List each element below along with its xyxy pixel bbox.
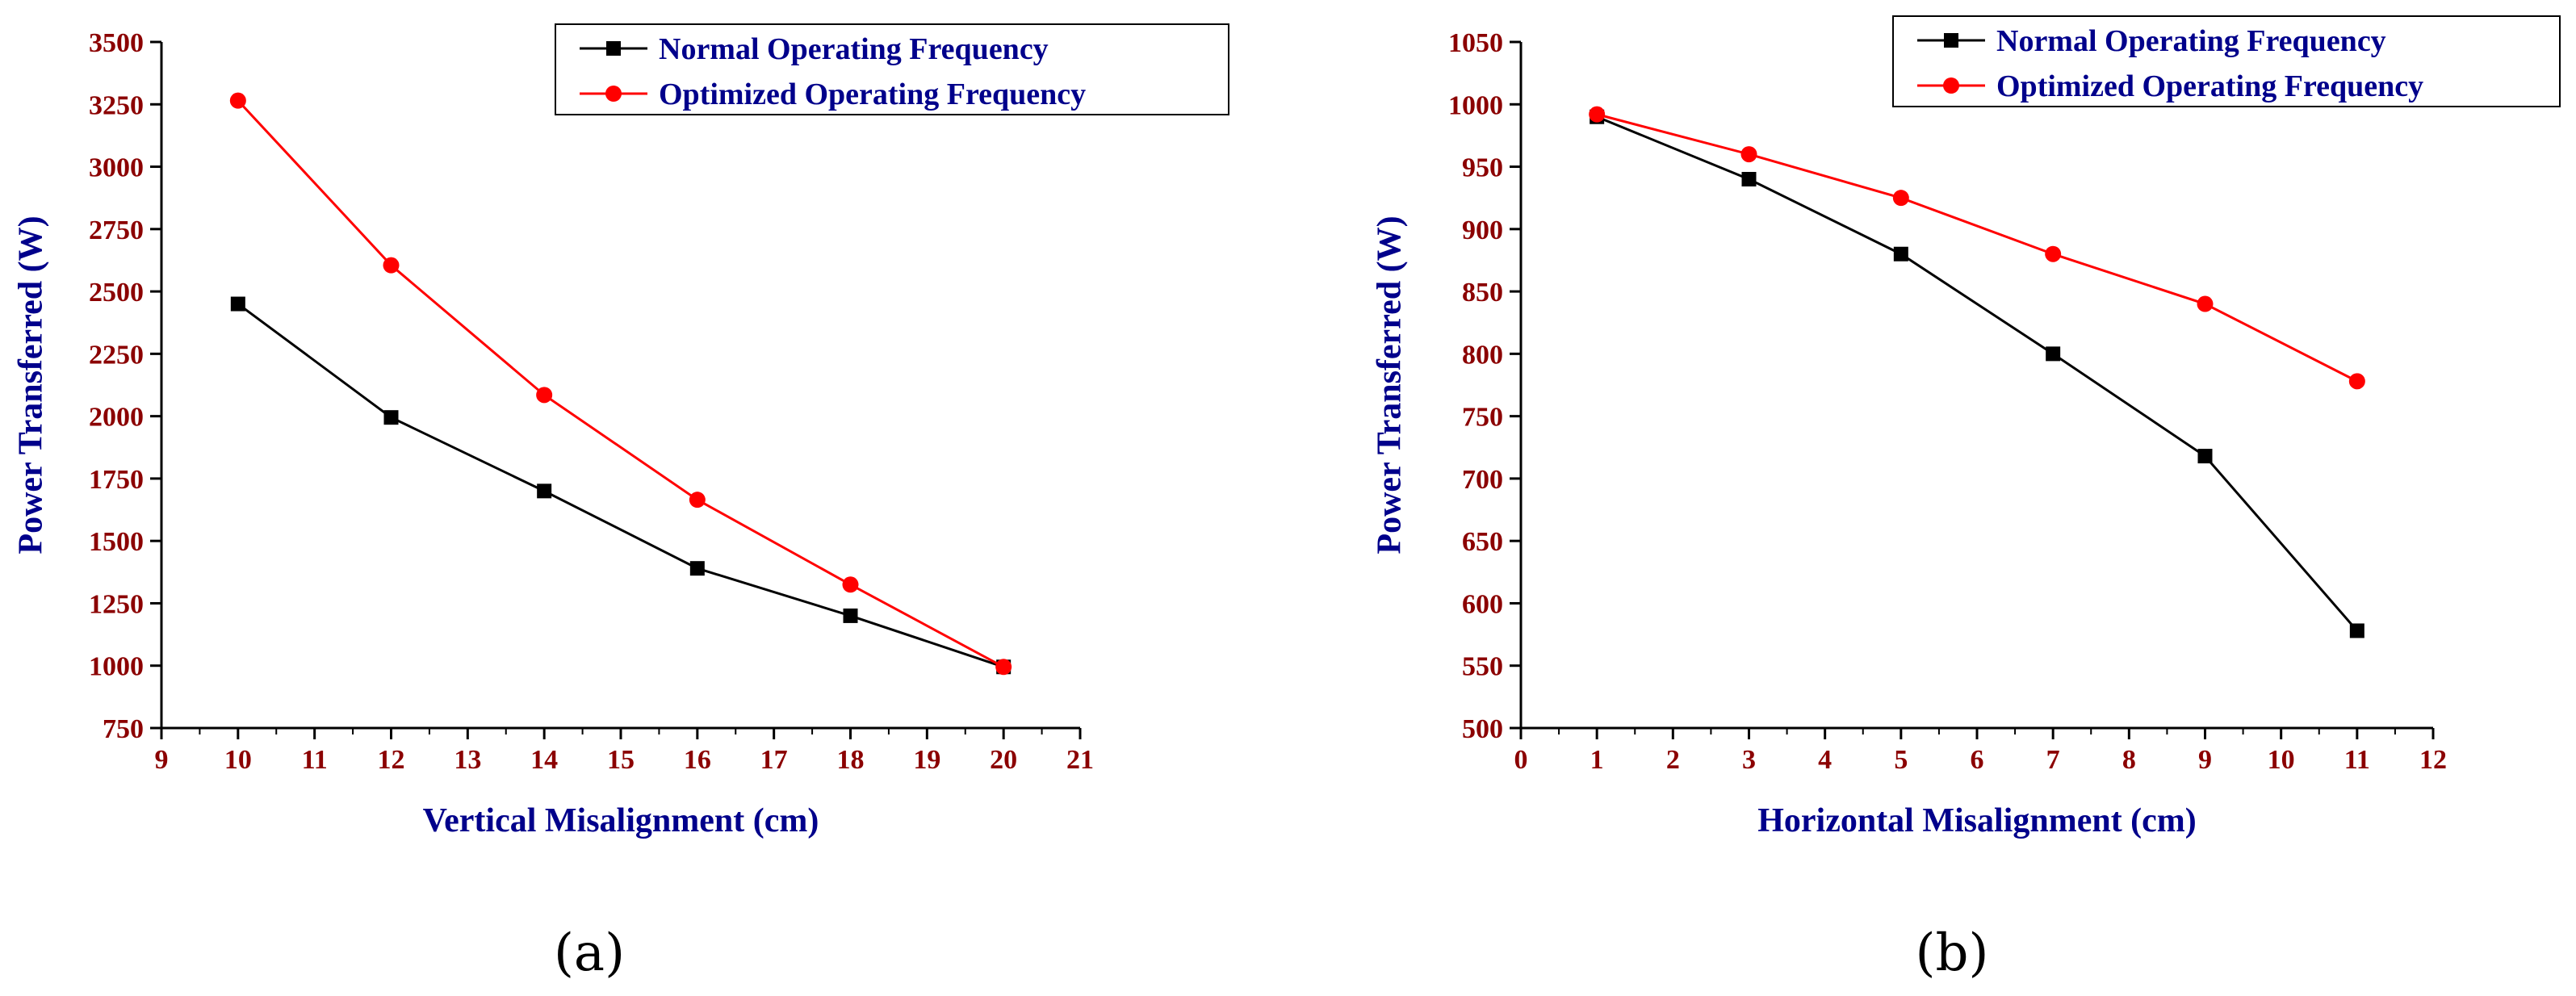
y-tick-label: 1000 xyxy=(1448,90,1503,120)
data-point-circle xyxy=(689,492,706,508)
legend-marker-square xyxy=(606,41,621,56)
legend-label: Optimized Operating Frequency xyxy=(1996,69,2423,103)
x-tick-label: 19 xyxy=(913,745,940,775)
x-tick-label: 0 xyxy=(1514,745,1528,775)
data-point-square xyxy=(383,410,399,425)
y-tick-label: 2750 xyxy=(89,216,144,245)
x-tick-label: 7 xyxy=(2046,745,2060,775)
data-point-circle xyxy=(1589,106,1606,123)
x-tick-label: 2 xyxy=(1666,745,1680,775)
x-tick-label: 20 xyxy=(990,745,1017,775)
data-point-square xyxy=(1893,246,1908,262)
x-tick-label: 10 xyxy=(2268,745,2295,775)
y-tick-label: 3250 xyxy=(89,90,144,120)
legend-box xyxy=(1892,15,2561,107)
x-axis-title: Horizontal Misalignment (cm) xyxy=(1757,802,2197,839)
y-tick-label: 800 xyxy=(1462,340,1503,370)
data-point-square xyxy=(689,561,705,576)
x-tick-label: 10 xyxy=(224,745,252,775)
x-tick-label: 5 xyxy=(1894,745,1908,775)
y-tick-label: 1000 xyxy=(89,652,144,682)
x-tick-label: 1 xyxy=(1590,745,1604,775)
y-tick-label: 900 xyxy=(1462,216,1503,245)
y-tick-label: 700 xyxy=(1462,465,1503,495)
x-tick-label: 11 xyxy=(2344,745,2370,775)
legend-label: Optimized Operating Frequency xyxy=(659,77,1086,111)
series-line-1 xyxy=(237,99,1004,668)
x-tick-label: 8 xyxy=(2122,745,2136,775)
x-tick-label: 3 xyxy=(1742,745,1756,775)
series-line-0 xyxy=(237,303,1004,668)
y-axis-title: Power Transferred (W) xyxy=(1372,216,1409,554)
x-tick-label: 4 xyxy=(1818,745,1832,775)
x-tick-label: 18 xyxy=(837,745,865,775)
data-point-circle xyxy=(2197,295,2214,312)
series-line-1 xyxy=(1596,113,2358,383)
legend-label: Normal Operating Frequency xyxy=(1996,24,2386,58)
legend-label: Normal Operating Frequency xyxy=(659,32,1049,66)
y-tick-label: 3500 xyxy=(89,28,144,58)
y-tick-label: 1250 xyxy=(89,589,144,619)
x-axis-title: Vertical Misalignment (cm) xyxy=(423,802,819,839)
panel-label: (a) xyxy=(554,923,625,983)
y-tick-label: 2000 xyxy=(89,403,144,433)
chart-panel-b: 0 1 2 3 4 5 6 7 8 9 10 11 12500550600650700750800850… xyxy=(1372,15,2561,983)
y-tick-label: 850 xyxy=(1462,278,1503,308)
x-tick-label: 9 xyxy=(2198,745,2212,775)
x-tick-label: 6 xyxy=(1971,745,1984,775)
x-tick-label: 21 xyxy=(1066,745,1094,775)
y-tick-label: 1050 xyxy=(1448,28,1503,58)
x-tick-label: 14 xyxy=(530,745,558,775)
chart-panel-a: 9 10 11 12 13 14 15 16 17 18 19 20 21 750 1000 1250 1500… xyxy=(13,23,1229,983)
y-tick-label: 750 xyxy=(1462,403,1503,433)
data-point-circle xyxy=(383,257,400,274)
x-tick-label: 12 xyxy=(2419,745,2447,775)
data-point-circle xyxy=(1892,190,1909,207)
data-point-square xyxy=(1741,172,1757,186)
data-point-circle xyxy=(842,576,859,593)
x-tick-label: 15 xyxy=(607,745,635,775)
data-point-square xyxy=(843,608,858,623)
y-tick-label: 950 xyxy=(1462,153,1503,183)
data-point-circle xyxy=(1740,146,1757,163)
y-tick-label: 1750 xyxy=(89,465,144,495)
legend-marker-circle xyxy=(605,86,622,102)
x-tick-label: 12 xyxy=(378,745,405,775)
y-tick-label: 2250 xyxy=(89,340,144,370)
x-tick-label: 16 xyxy=(684,745,711,775)
y-tick-label: 500 xyxy=(1462,714,1503,744)
legend-marker-square xyxy=(1944,33,1958,48)
data-point-circle xyxy=(995,659,1012,676)
data-point-square xyxy=(2197,449,2213,464)
y-tick-label: 1500 xyxy=(89,527,144,557)
y-tick-label: 750 xyxy=(103,714,144,744)
data-point-circle xyxy=(536,387,553,404)
data-point-square xyxy=(230,296,245,312)
data-point-circle xyxy=(2045,245,2062,262)
legend-marker-circle xyxy=(1943,77,1959,94)
data-point-square xyxy=(2046,346,2061,362)
y-tick-label: 550 xyxy=(1462,652,1503,682)
y-tick-label: 2500 xyxy=(89,278,144,308)
x-tick-label: 13 xyxy=(454,745,481,775)
x-tick-label: 9 xyxy=(155,745,169,775)
legend: Normal Operating Frequency Optimized Oper… xyxy=(555,23,1229,115)
data-point-circle xyxy=(2348,373,2365,390)
y-axis-title: Power Transferred (W) xyxy=(13,216,50,554)
legend-box xyxy=(555,23,1229,115)
x-tick-label: 17 xyxy=(760,745,788,775)
data-point-square xyxy=(2349,623,2364,638)
y-tick-label: 3000 xyxy=(89,153,144,183)
data-point-square xyxy=(537,483,552,499)
panel-label: (b) xyxy=(1916,923,1989,983)
x-tick-label: 11 xyxy=(302,745,328,775)
y-tick-label: 650 xyxy=(1462,527,1503,557)
series-line-0 xyxy=(1596,115,2358,632)
legend: Normal Operating Frequency Optimized Oper… xyxy=(1892,15,2561,107)
data-point-circle xyxy=(229,92,246,109)
y-tick-label: 600 xyxy=(1462,589,1503,619)
